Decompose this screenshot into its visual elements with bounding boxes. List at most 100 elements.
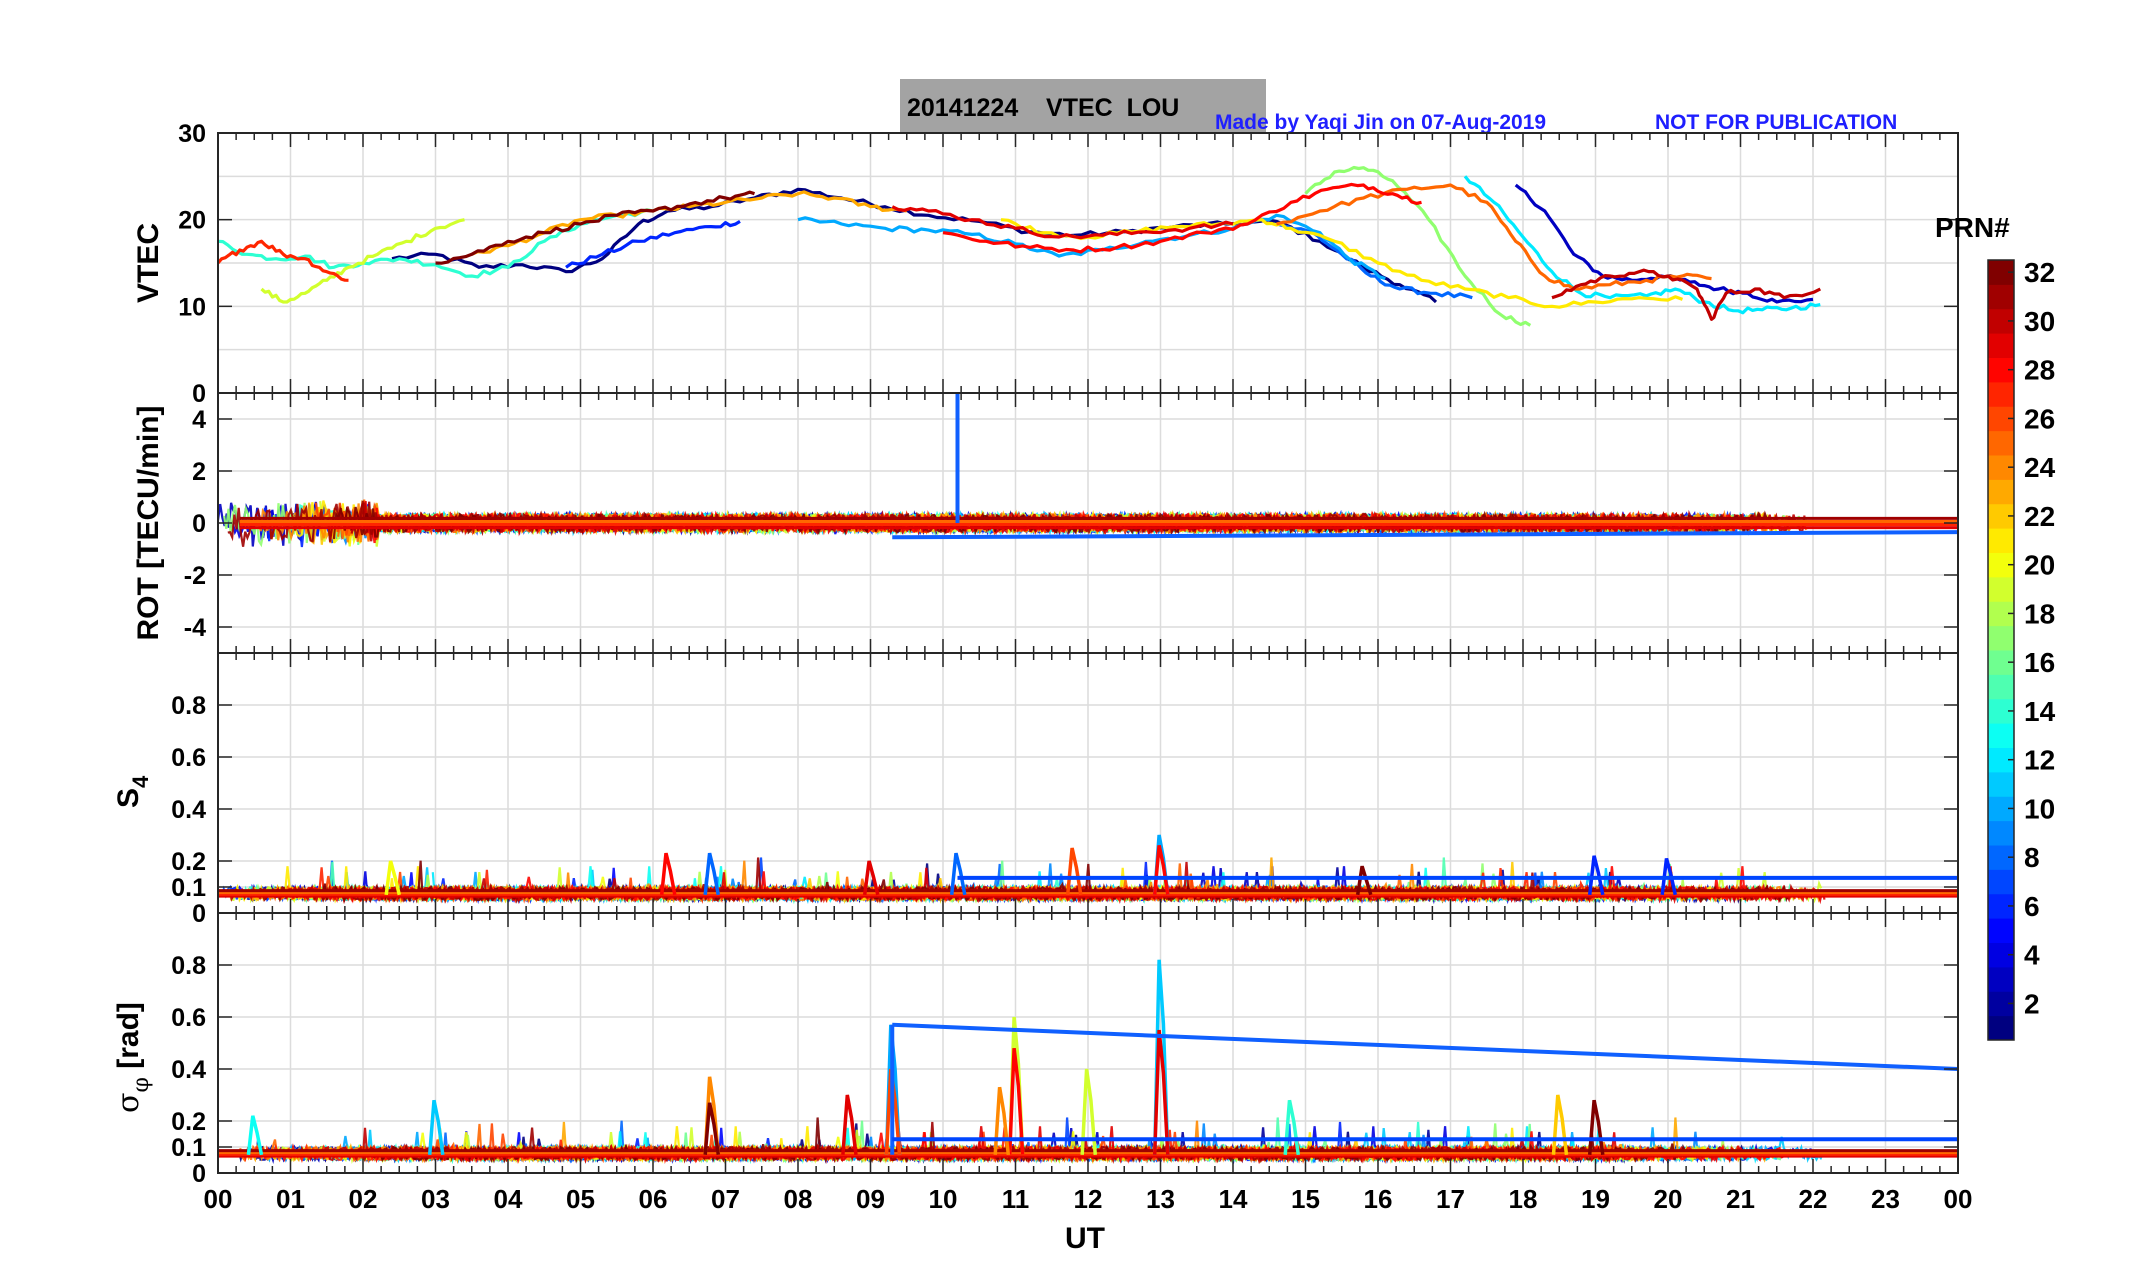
colorbar-tick-label: 8 — [2024, 842, 2040, 873]
colorbar-segment-prn-27 — [1988, 381, 2014, 407]
vtec-series-prn-19 — [260, 218, 465, 304]
vtec-y-tick-label: 0 — [192, 380, 206, 408]
vtec-series-prn-6 — [565, 220, 741, 269]
title-box: 20141224 VTEC LOU — [900, 79, 1266, 132]
colorbar-tick-label: 18 — [2024, 598, 2055, 629]
colorbar-tick-label: 30 — [2024, 306, 2055, 337]
vtec-series-prn-32 — [435, 190, 756, 265]
sigma_phi-spike-prn-19 — [1080, 1068, 1098, 1155]
x-tick-label: 00 — [204, 1184, 233, 1214]
sigma_phi-y-tick-label: 0.8 — [171, 952, 206, 980]
x-tick-label: 03 — [421, 1184, 450, 1214]
s4-y-axis-label: S4 — [112, 775, 153, 808]
sigma_phi-y-tick-label: 0.6 — [171, 1004, 206, 1032]
x-tick-label: 10 — [929, 1184, 958, 1214]
vtec-series-prn-27 — [218, 239, 349, 282]
vtec-series-prn-17 — [1304, 165, 1532, 327]
x-tick-label: 15 — [1291, 1184, 1320, 1214]
vtec-series-prn-14 — [218, 208, 654, 279]
x-tick-label: 17 — [1436, 1184, 1465, 1214]
colorbar-tick-label: 10 — [2024, 793, 2055, 824]
colorbar-tick-label: 2 — [2024, 988, 2040, 1019]
sigma_phi-spike-prn-29 — [1152, 1029, 1170, 1155]
colorbar-segment-prn-9 — [1988, 820, 2014, 846]
s4-spike-prn-20 — [384, 860, 402, 896]
s4-spike-prn-6 — [1587, 855, 1605, 896]
x-tick-label: 00 — [1944, 1184, 1973, 1214]
colorbar-segment-prn-3 — [1988, 966, 2014, 992]
x-tick-label: 23 — [1871, 1184, 1900, 1214]
s4-y-tick-label: 0 — [192, 900, 206, 928]
rot-y-tick-label: 0 — [192, 510, 206, 538]
sigma_phi-y-tick-label: 0.1 — [171, 1134, 206, 1162]
vtec-series-prn-12 — [1463, 175, 1821, 315]
vtec-series-prn-29 — [891, 205, 1234, 240]
x-tick-label: 14 — [1219, 1184, 1248, 1214]
x-tick-label: 13 — [1146, 1184, 1175, 1214]
colorbar-tick-label: 16 — [2024, 647, 2055, 678]
x-tick-label: 21 — [1726, 1184, 1755, 1214]
vtec-series-prn-25 — [1276, 183, 1712, 291]
s4-spike-prn-8 — [949, 852, 967, 896]
colorbar-segment-prn-19 — [1988, 576, 2014, 602]
sigma_phi-spike-prn-13 — [246, 1115, 264, 1156]
rot-y-tick-label: 2 — [192, 458, 206, 486]
vtec-grid — [217, 132, 1959, 394]
rot-series-group — [218, 393, 1958, 548]
colorbar-segment-prn-13 — [1988, 723, 2014, 748]
vtec-series-prn-3 — [1514, 183, 1814, 304]
x-tick-label: 06 — [639, 1184, 668, 1214]
sigma_phi-spike-prn-28 — [1007, 1048, 1025, 1155]
s4-y-tick-label: 0.1 — [171, 874, 206, 902]
rot-drift-line — [892, 530, 1958, 540]
colorbar-tick-label: 26 — [2024, 403, 2055, 434]
s4-y-tick-label: 0.2 — [171, 848, 206, 876]
notice-text: NOT FOR PUBLICATION — [1655, 111, 1897, 134]
rot-y-tick-label: -4 — [184, 614, 206, 642]
rot-y-axis-label: ROT [TECU/min] — [132, 406, 165, 641]
sigma_phi-series-group — [218, 959, 1958, 1165]
rot-y-tick-label: -2 — [184, 562, 206, 590]
x-tick-label: 19 — [1581, 1184, 1610, 1214]
vtec-series-prn-10 — [797, 213, 1386, 281]
sigma_phi-spike-prn-32 — [703, 1102, 721, 1156]
sigma-phi-y-axis-label: σφ [rad] — [111, 1002, 154, 1113]
credit-text: Made by Yaqi Jin on 07-Aug-2019 — [1215, 111, 1546, 134]
s4-panel: 00.10.2 0.4 0.6 0.8 S4 — [112, 652, 1959, 928]
colorbar-tick-label: 32 — [2024, 257, 2055, 288]
x-tick-label: 07 — [711, 1184, 740, 1214]
x-tick-label: 11 — [1002, 1184, 1030, 1214]
vtec-y-tick-label: 10 — [178, 293, 206, 321]
s4-y-tick-label: 0.6 — [171, 744, 206, 772]
s4-spike-prn-32 — [1355, 865, 1373, 896]
vtec-y-tick-label: 30 — [178, 120, 206, 148]
colorbar-tick-label: 14 — [2024, 696, 2056, 727]
s4-y-tick-label: 0.4 — [171, 796, 206, 824]
x-tick-label: 18 — [1509, 1184, 1538, 1214]
s4-spike-prn-28 — [1152, 845, 1170, 896]
colorbar-tick-label: 24 — [2024, 452, 2056, 483]
colorbar-tick-label: 6 — [2024, 891, 2040, 922]
sigma_phi-y-tick-label: 0.4 — [171, 1056, 206, 1084]
vtec-series-prn-28 — [942, 182, 1422, 254]
s4-spike-prn-28 — [659, 852, 677, 896]
vtec-series-group — [218, 165, 1822, 327]
x-tick-label: 16 — [1364, 1184, 1393, 1214]
x-axis-tick-labels: 00 01 02 03 04 05 06 07 08 09 10 11 12 13 14 15 16 17 18 19… — [204, 1184, 1973, 1214]
sigma_phi-y-tick-label: 0.2 — [171, 1108, 206, 1136]
vtec-panel: 0 10 20 30 VTEC — [132, 120, 1959, 408]
colorbar-tick-label: 12 — [2024, 745, 2055, 776]
colorbar-tick-label: 28 — [2024, 355, 2055, 386]
s4-spike-prn-29 — [862, 860, 880, 896]
colorbar-segment-prn-15 — [1988, 674, 2014, 700]
x-tick-label: 04 — [494, 1184, 523, 1214]
colorbar-segment-prn-29 — [1988, 333, 2014, 358]
colorbar-tick-label: 20 — [2024, 550, 2055, 581]
colorbar-segment-prn-31 — [1988, 284, 2014, 310]
colorbar-segment-prn-17 — [1988, 625, 2014, 651]
colorbar-tick-label: 22 — [2024, 501, 2055, 532]
sigma-phi-panel: 00.10.2 0.4 0.6 0.8 σφ [rad] — [111, 912, 1959, 1188]
x-tick-label: 08 — [784, 1184, 813, 1214]
colorbar-frame — [1987, 259, 2015, 1041]
